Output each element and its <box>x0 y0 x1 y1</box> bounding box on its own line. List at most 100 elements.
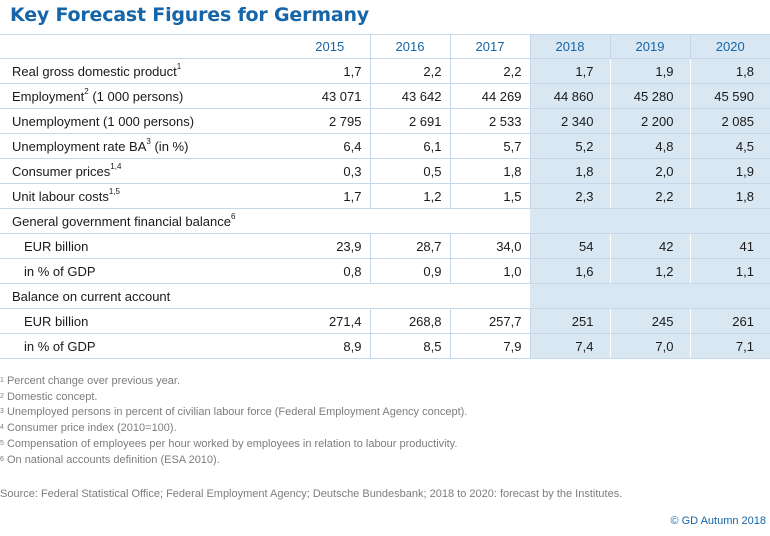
value-cell: 5,7 <box>450 133 531 159</box>
value-cell: 28,7 <box>370 233 451 259</box>
row-label-text: EUR billion <box>24 238 89 254</box>
footnote-marker: 3 <box>146 136 151 146</box>
value-cell: 251 <box>530 308 611 334</box>
row-label-text: Employment <box>12 88 85 104</box>
footnote: 3 Unemployed persons in percent of civil… <box>0 405 467 421</box>
page-title: Key Forecast Figures for Germany <box>10 4 369 26</box>
table-row: Consumer prices1,4 0,3 0,5 1,8 1,8 2,0 1,9 <box>0 158 770 184</box>
table-row: in % of GDP 8,9 8,5 7,9 7,4 7,0 7,1 <box>0 333 770 359</box>
year-header: 2018 <box>530 34 611 59</box>
footnote-text: On national accounts definition (ESA 201… <box>3 453 220 466</box>
row-label-text: in % of GDP <box>24 263 96 279</box>
footnote: 2 Domestic concept. <box>0 390 467 406</box>
row-label: Unemployment (1 000 persons) <box>0 108 290 134</box>
value-cell: 0,8 <box>290 258 371 284</box>
footnote-number: 1 <box>0 377 4 384</box>
value-cell: 0,3 <box>290 158 371 184</box>
footnote-text: Unemployed persons in percent of civilia… <box>3 406 468 419</box>
footnote-marker: 2 <box>84 86 89 96</box>
value-cell: 1,8 <box>450 158 531 184</box>
empty-cell <box>610 208 690 234</box>
value-cell: 7,9 <box>450 333 531 359</box>
value-cell: 2 200 <box>610 108 691 134</box>
footnote-number: 5 <box>0 439 4 447</box>
value-cell: 1,8 <box>690 58 770 84</box>
value-cell: 2 340 <box>530 108 611 134</box>
footnote-number: 3 <box>0 408 4 416</box>
table-row: Unemployment rate BA3 (in %) 6,4 6,1 5,7 5,2… <box>0 133 770 159</box>
footnote-marker: 1,5 <box>108 186 120 196</box>
empty-cell <box>370 208 450 234</box>
table-row: Real gross domestic product1 1,7 2,2 2,2 1,7… <box>0 58 770 84</box>
value-cell: 8,5 <box>370 333 451 359</box>
row-label: EUR billion <box>0 308 290 334</box>
value-cell: 7,1 <box>690 333 770 359</box>
table-row: in % of GDP 0,8 0,9 1,0 1,6 1,2 1,1 <box>0 258 770 284</box>
value-cell: 271,4 <box>290 308 371 334</box>
row-label-text: General government financial balance <box>12 213 231 229</box>
row-label: Employment2 (1 000 persons) <box>0 83 290 109</box>
table-row: Unit labour costs1,5 1,7 1,2 1,5 2,3 2,2 1,8 <box>0 183 770 209</box>
empty-cell <box>370 283 450 309</box>
row-label-text: in % of GDP <box>24 338 96 354</box>
footnote-text: Consumer price index (2010=100). <box>3 422 177 435</box>
empty-cell <box>450 283 530 309</box>
value-cell: 1,7 <box>530 58 611 84</box>
empty-cell <box>450 208 530 234</box>
row-label-suffix: (in %) <box>150 138 189 154</box>
row-label-text: Balance on current account <box>12 288 171 304</box>
row-label-text: Unemployment (1 000 persons) <box>12 113 195 129</box>
row-label: Real gross domestic product1 <box>0 58 290 84</box>
footnote-marker: 6 <box>230 211 236 221</box>
row-label: EUR billion <box>0 233 290 259</box>
value-cell: 44 269 <box>450 83 531 109</box>
copyright: © GD Autumn 2018 <box>670 515 766 527</box>
value-cell: 1,5 <box>450 183 531 209</box>
value-cell: 1,7 <box>290 58 371 84</box>
forecast-table: 2015 2016 2017 2018 2019 2020 Real gross dome… <box>0 34 770 359</box>
footnote: 1 Percent change over previous year. <box>0 374 467 390</box>
empty-cell <box>290 283 370 309</box>
value-cell: 2 691 <box>370 108 451 134</box>
value-cell: 6,1 <box>370 133 451 159</box>
year-header: 2015 <box>290 34 371 59</box>
footnote: 5 Compensation of employees per hour wor… <box>0 437 467 453</box>
row-label: Unemployment rate BA3 (in %) <box>0 133 290 159</box>
value-cell: 245 <box>610 308 691 334</box>
value-cell: 43 642 <box>370 83 451 109</box>
table-row: EUR billion 271,4 268,8 257,7 251 245 261 <box>0 308 770 334</box>
value-cell: 7,4 <box>530 333 611 359</box>
value-cell: 45 590 <box>690 83 770 109</box>
value-cell: 54 <box>530 233 611 259</box>
row-label-text: Unemployment rate BA <box>12 138 147 154</box>
value-cell: 7,0 <box>610 333 691 359</box>
value-cell: 2,2 <box>450 58 531 84</box>
source-note: Source: Federal Statistical Office; Fede… <box>0 488 623 500</box>
value-cell: 45 280 <box>610 83 691 109</box>
footnotes: 1 Percent change over previous year. 2 Do… <box>0 374 467 468</box>
footnote-text: Compensation of employees per hour worke… <box>3 437 458 450</box>
footnote-text: Percent change over previous year. <box>3 375 181 387</box>
value-cell: 1,7 <box>290 183 371 209</box>
header-row: 2015 2016 2017 2018 2019 2020 <box>0 34 770 59</box>
value-cell: 23,9 <box>290 233 371 259</box>
footnote: 6 On national accounts definition (ESA 2… <box>0 453 467 469</box>
value-cell: 44 860 <box>530 83 611 109</box>
table-row: Balance on current account <box>0 283 770 309</box>
year-header: 2017 <box>450 34 531 59</box>
row-label-text: Real gross domestic product <box>12 63 177 79</box>
value-cell: 2,2 <box>610 183 691 209</box>
year-header: 2016 <box>370 34 451 59</box>
value-cell: 6,4 <box>290 133 371 159</box>
footnote-number: 6 <box>0 455 4 463</box>
table-row: EUR billion 23,9 28,7 34,0 54 42 41 <box>0 233 770 259</box>
year-header: 2020 <box>690 34 770 59</box>
value-cell: 0,9 <box>370 258 451 284</box>
empty-cell <box>530 283 610 309</box>
value-cell: 1,0 <box>450 258 531 284</box>
value-cell: 268,8 <box>370 308 451 334</box>
value-cell: 4,8 <box>610 133 691 159</box>
value-cell: 2 795 <box>290 108 371 134</box>
value-cell: 5,2 <box>530 133 611 159</box>
empty-cell <box>290 208 370 234</box>
